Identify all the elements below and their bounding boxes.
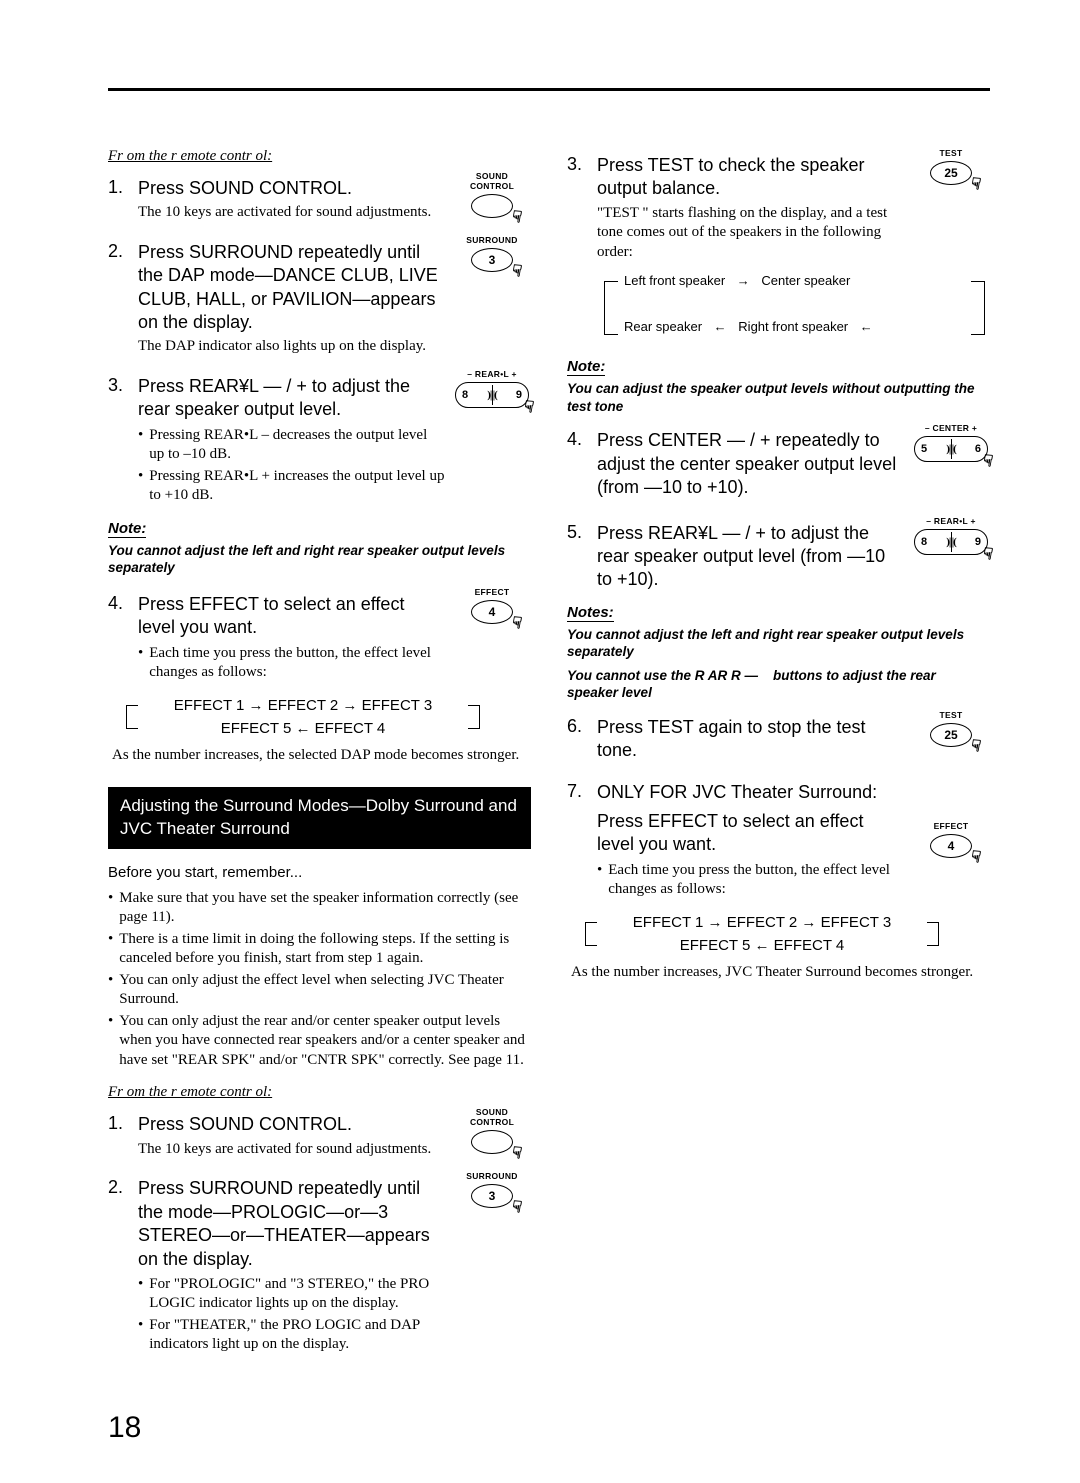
step-3: 3. Press REAR¥L — / + to adjust the rear… bbox=[108, 369, 531, 510]
before-start: Before you start, remember... bbox=[108, 863, 531, 883]
step-number: 7. bbox=[567, 781, 587, 902]
note-heading: Note: bbox=[567, 358, 605, 376]
note-body: You cannot use the R AR R — buttons to a… bbox=[567, 667, 990, 702]
bullet: For "THEATER," the PRO LOGIC and DAP ind… bbox=[138, 1316, 445, 1355]
step-sub: The DAP indicator also lights up on the … bbox=[138, 337, 445, 357]
step-number: 2. bbox=[108, 1177, 128, 1357]
test-icon: TEST 25☟ bbox=[912, 148, 990, 185]
step-number: 1. bbox=[108, 177, 128, 223]
right-step-7: 7. ONLY FOR JVC Theater Surround: Press … bbox=[567, 775, 990, 904]
step-2b: 2. Press SURROUND repeatedly until the m… bbox=[108, 1171, 531, 1359]
note-body: You cannot adjust the left and right rea… bbox=[567, 626, 990, 661]
remote-heading: Fr om the r emote contr ol: bbox=[108, 148, 531, 165]
step-title: Press SOUND CONTROL. bbox=[138, 177, 445, 200]
step-title: Press SOUND CONTROL. bbox=[138, 1113, 445, 1136]
sound-control-icon: SOUND CONTROL ☟ bbox=[453, 171, 531, 218]
note-heading: Note: bbox=[108, 520, 146, 538]
page-number: 18 bbox=[108, 1411, 141, 1445]
step-1: 1. Press SOUND CONTROL. The 10 keys are … bbox=[108, 171, 531, 225]
bullet: Pressing REAR•L – decreases the output l… bbox=[138, 426, 445, 465]
step-sub: The 10 keys are activated for sound adju… bbox=[138, 1140, 445, 1160]
rear-l-rocker-icon: – REAR•L + 8 )|||( 9 ☟ bbox=[453, 369, 531, 408]
bullet: Each time you press the button, the effe… bbox=[138, 644, 445, 683]
rear-l-rocker-icon: – REAR•L + 8 )|||( 9 ☟ bbox=[912, 516, 990, 555]
step-title: Press EFFECT to select an effect level y… bbox=[138, 593, 445, 640]
step-1b: 1. Press SOUND CONTROL. The 10 keys are … bbox=[108, 1107, 531, 1161]
left-column: Fr om the r emote contr ol: 1. Press SOU… bbox=[108, 148, 531, 1359]
speaker-order-diagram: Left front speaker → Center speaker Rear… bbox=[587, 272, 990, 342]
effect-icon: EFFECT 4☟ bbox=[453, 587, 531, 624]
sound-control-icon: SOUND CONTROL ☟ bbox=[453, 1107, 531, 1154]
note-body: You cannot adjust the left and right rea… bbox=[108, 542, 531, 577]
right-step-3: 3. Press TEST to check the speaker outpu… bbox=[567, 148, 990, 264]
note-body: You can adjust the speaker output levels… bbox=[567, 380, 990, 415]
step-sub: The 10 keys are activated for sound adju… bbox=[138, 203, 445, 223]
step-4: 4. Press EFFECT to select an effect leve… bbox=[108, 587, 531, 687]
effect-icon: EFFECT 4☟ bbox=[912, 821, 990, 858]
step-title: Press TEST to check the speaker output b… bbox=[597, 154, 904, 201]
step-number: 5. bbox=[567, 522, 587, 592]
step-title: ONLY FOR JVC Theater Surround: bbox=[597, 781, 904, 804]
step-number: 2. bbox=[108, 241, 128, 357]
remote-heading: Fr om the r emote contr ol: bbox=[108, 1084, 531, 1101]
bullet: There is a time limit in doing the follo… bbox=[108, 930, 531, 969]
bullet: For "PROLOGIC" and "3 STEREO," the PRO L… bbox=[138, 1275, 445, 1314]
flow-caption: As the number increases, the selected DA… bbox=[112, 745, 531, 765]
step-title: Press EFFECT to select an effect level y… bbox=[597, 810, 904, 857]
step-sub: "TEST " starts flashing on the display, … bbox=[597, 204, 904, 263]
section-heading-black: Adjusting the Surround Modes—Dolby Surro… bbox=[108, 787, 531, 849]
step-title: Press REAR¥L — / + to adjust the rear sp… bbox=[597, 522, 904, 592]
notes-heading: Notes: bbox=[567, 604, 614, 622]
surround-icon: SURROUND 3☟ bbox=[453, 1171, 531, 1208]
two-column-layout: Fr om the r emote contr ol: 1. Press SOU… bbox=[108, 148, 990, 1359]
effect-flow-diagram: EFFECT 1 → EFFECT 2 → EFFECT 3 EFFECT 5 … bbox=[597, 914, 927, 954]
page-top-rule bbox=[108, 88, 990, 91]
step-title: Press SURROUND repeatedly until the DAP … bbox=[138, 241, 445, 335]
step-number: 3. bbox=[567, 154, 587, 262]
step-title: Press REAR¥L — / + to adjust the rear sp… bbox=[138, 375, 445, 422]
right-step-4: 4. Press CENTER — / + repeatedly to adju… bbox=[567, 423, 990, 501]
bullet: Each time you press the button, the effe… bbox=[597, 861, 904, 900]
bullet: Make sure that you have set the speaker … bbox=[108, 889, 531, 928]
step-title: Press TEST again to stop the test tone. bbox=[597, 716, 904, 763]
bullet: You can only adjust the rear and/or cent… bbox=[108, 1012, 531, 1071]
step-number: 6. bbox=[567, 716, 587, 763]
center-rocker-icon: – CENTER + 5 )|||( 6 ☟ bbox=[912, 423, 990, 462]
right-step-5: 5. Press REAR¥L — / + to adjust the rear… bbox=[567, 516, 990, 594]
step-2: 2. Press SURROUND repeatedly until the D… bbox=[108, 235, 531, 359]
surround-icon: SURROUND 3☟ bbox=[453, 235, 531, 272]
test-icon: TEST 25☟ bbox=[912, 710, 990, 747]
step-number: 3. bbox=[108, 375, 128, 508]
step-number: 4. bbox=[567, 429, 587, 499]
step-number: 1. bbox=[108, 1113, 128, 1159]
step-number: 4. bbox=[108, 593, 128, 685]
flow-caption: As the number increases, JVC Theater Sur… bbox=[571, 962, 990, 982]
step-title: Press CENTER — / + repeatedly to adjust … bbox=[597, 429, 904, 499]
step-title: Press SURROUND repeatedly until the mode… bbox=[138, 1177, 445, 1271]
effect-flow-diagram: EFFECT 1 → EFFECT 2 → EFFECT 3 EFFECT 5 … bbox=[138, 697, 468, 737]
bullet: You can only adjust the effect level whe… bbox=[108, 971, 531, 1010]
right-column: 3. Press TEST to check the speaker outpu… bbox=[567, 148, 990, 1359]
bullet: Pressing REAR•L + increases the output l… bbox=[138, 467, 445, 506]
right-step-6: 6. Press TEST again to stop the test ton… bbox=[567, 710, 990, 765]
